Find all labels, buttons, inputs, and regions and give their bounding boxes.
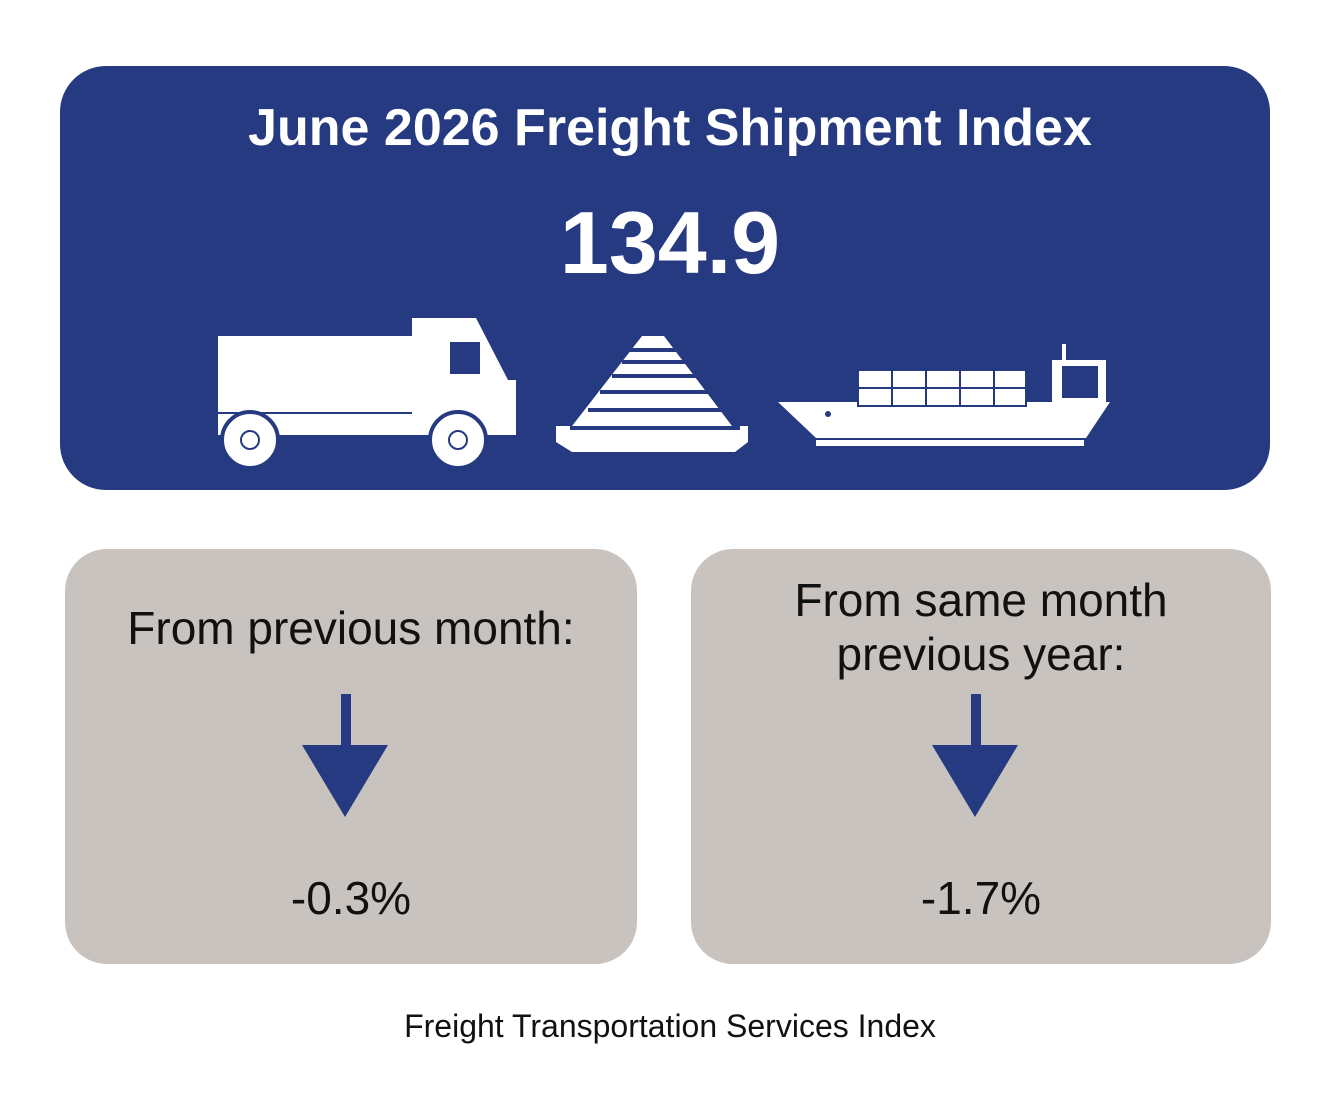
card-value: -0.3% xyxy=(290,872,412,924)
change-card: From same month previous year: -1.7% xyxy=(691,549,1271,964)
banner-value: 134.9 xyxy=(559,193,781,292)
transport-icons xyxy=(218,318,1110,470)
card-label: From same month previous year: xyxy=(794,574,1168,680)
down-arrow xyxy=(932,694,1018,817)
footer: Freight Transportation Services Index xyxy=(404,1008,936,1044)
change-card: From previous month: -0.3% xyxy=(65,549,637,964)
banner-title: June 2026 Freight Shipment Index xyxy=(248,99,1092,157)
card-label: From previous month: xyxy=(127,602,575,654)
card-value: -1.7% xyxy=(920,872,1042,924)
down-arrow xyxy=(302,694,388,817)
